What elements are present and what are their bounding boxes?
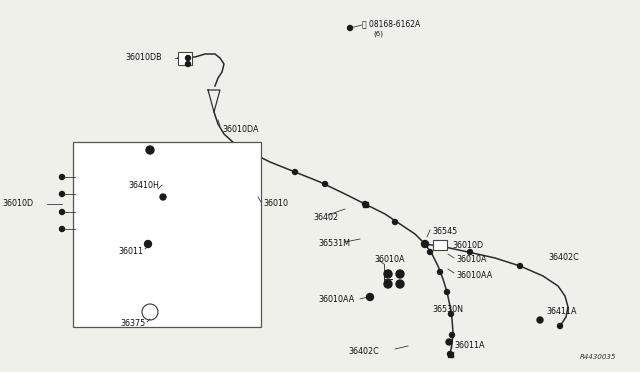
Text: 36010DB: 36010DB (125, 54, 162, 62)
Text: 36375: 36375 (120, 320, 145, 328)
Circle shape (392, 219, 397, 224)
Circle shape (422, 241, 429, 247)
Circle shape (446, 339, 452, 345)
Text: 36010D: 36010D (452, 241, 483, 250)
Circle shape (145, 241, 152, 247)
Text: 36010A: 36010A (456, 256, 486, 264)
Text: 36010: 36010 (263, 199, 288, 208)
Circle shape (362, 202, 367, 206)
Bar (447, 352, 452, 356)
Text: 36011: 36011 (118, 247, 143, 257)
Bar (73, 142, 261, 327)
Circle shape (367, 294, 374, 301)
Circle shape (384, 280, 392, 288)
Text: 36402C: 36402C (348, 346, 379, 356)
Text: R4430035: R4430035 (580, 354, 616, 360)
Circle shape (447, 352, 452, 356)
Text: Ⓑ 08168-6162A: Ⓑ 08168-6162A (362, 19, 420, 29)
Text: 36010D: 36010D (2, 199, 33, 208)
Bar (178, 52, 192, 65)
Circle shape (323, 182, 328, 186)
Text: 36010AA: 36010AA (456, 270, 492, 279)
Circle shape (348, 26, 353, 31)
Circle shape (449, 333, 454, 337)
Bar (362, 202, 367, 206)
Text: 36545: 36545 (432, 228, 457, 237)
Circle shape (186, 55, 191, 61)
Circle shape (60, 192, 65, 196)
Text: 36411A: 36411A (546, 308, 577, 317)
Text: 36530N: 36530N (432, 305, 463, 314)
Text: (6): (6) (373, 31, 383, 37)
Circle shape (449, 311, 454, 317)
Circle shape (518, 263, 522, 269)
Circle shape (60, 174, 65, 180)
Text: 36010A: 36010A (374, 254, 404, 263)
Circle shape (60, 227, 65, 231)
Text: 36531M: 36531M (318, 240, 350, 248)
Circle shape (142, 304, 158, 320)
Bar (433, 240, 447, 250)
Circle shape (537, 317, 543, 323)
Circle shape (396, 280, 404, 288)
Text: 36011A: 36011A (454, 341, 484, 350)
Text: 36402: 36402 (313, 212, 338, 221)
Text: 36010AA: 36010AA (318, 295, 355, 305)
Circle shape (186, 61, 191, 67)
Circle shape (445, 289, 449, 295)
Circle shape (557, 324, 563, 328)
Circle shape (292, 170, 298, 174)
Circle shape (396, 270, 404, 278)
Circle shape (467, 250, 472, 254)
Text: 36410H: 36410H (128, 182, 159, 190)
Circle shape (146, 146, 154, 154)
Circle shape (428, 250, 433, 254)
Circle shape (438, 269, 442, 275)
Circle shape (384, 270, 392, 278)
Circle shape (160, 194, 166, 200)
Circle shape (60, 209, 65, 215)
Text: 36402C: 36402C (548, 253, 579, 262)
Text: 36010DA: 36010DA (222, 125, 259, 134)
